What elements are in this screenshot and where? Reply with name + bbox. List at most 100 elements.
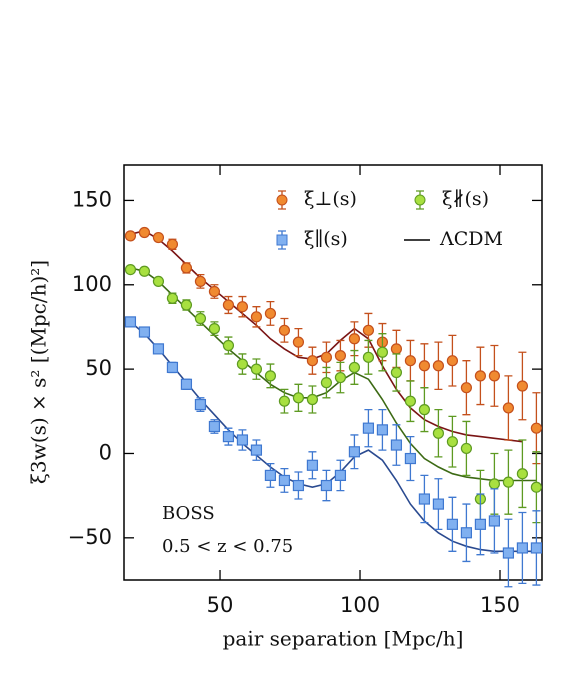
data-point	[236, 434, 249, 446]
data-point	[320, 479, 333, 492]
legend-label: ΛCDM	[439, 228, 503, 250]
data-point	[418, 404, 431, 416]
data-point	[320, 351, 333, 363]
data-point	[376, 424, 389, 436]
data-point	[390, 439, 403, 451]
model-line	[129, 321, 537, 553]
data-point	[488, 478, 501, 490]
data-point	[152, 275, 165, 288]
legend-marker	[414, 194, 426, 206]
data-point	[320, 377, 333, 389]
data-point	[194, 398, 207, 411]
data-point	[516, 542, 529, 554]
data-point	[292, 392, 305, 404]
data-point	[138, 226, 151, 239]
data-point	[334, 350, 347, 362]
data-point	[306, 355, 319, 367]
data-point	[404, 395, 417, 407]
legend-marker	[276, 194, 288, 206]
data-point	[208, 323, 221, 335]
data-point	[250, 311, 263, 323]
data-point	[516, 380, 529, 392]
legend-label: ξ∥(s)	[304, 228, 348, 250]
data-point	[530, 542, 543, 554]
data-point	[446, 436, 459, 448]
y-axis-label: ξ3w(s) × s² [(Mpc/h)²]	[27, 260, 51, 484]
data-point	[152, 231, 165, 244]
data-point	[180, 378, 193, 390]
data-point	[502, 476, 515, 488]
data-point	[488, 515, 501, 527]
data-point	[516, 468, 529, 480]
data-point	[166, 292, 179, 304]
data-point	[460, 527, 473, 539]
data-point	[306, 393, 319, 406]
data-point	[362, 324, 375, 336]
data-point	[292, 336, 305, 348]
data-point	[152, 343, 165, 355]
legend-marker	[276, 234, 288, 246]
data-point	[460, 382, 473, 394]
data-point	[334, 469, 347, 482]
data-point	[446, 518, 459, 530]
legend-label: ξ⊥(s)	[304, 188, 357, 210]
y-tick-label: −50	[68, 525, 112, 549]
data-point	[432, 498, 445, 510]
data-point	[306, 459, 319, 471]
data-point	[278, 474, 291, 487]
data-point	[432, 360, 445, 372]
data-point	[222, 431, 235, 443]
data-point	[474, 518, 487, 530]
data-point	[404, 355, 417, 367]
data-point	[264, 469, 277, 482]
data-point	[502, 547, 515, 559]
data-point	[432, 427, 445, 439]
legend-label: ξ∦(s)	[442, 188, 489, 210]
data-point	[180, 262, 193, 274]
x-tick-label: 150	[480, 593, 520, 617]
legend: ξ⊥(s) ξ∦(s) ξ∥(s) ΛCDM	[276, 188, 503, 250]
annotation: 0.5 < z < 0.75	[162, 536, 293, 557]
data-point	[194, 275, 207, 288]
data-point	[166, 238, 179, 250]
x-tick-label: 50	[207, 593, 234, 617]
data-point	[236, 301, 249, 313]
data-point	[348, 446, 361, 458]
data-point	[362, 422, 375, 434]
data-point	[530, 422, 543, 434]
data-point	[278, 395, 291, 407]
data-point	[460, 442, 473, 455]
data-point	[488, 370, 501, 382]
y-tick-label: 0	[99, 440, 112, 464]
data-point	[404, 452, 417, 465]
y-tick-label: 150	[72, 187, 112, 211]
x-tick-label: 100	[340, 593, 380, 617]
data-point	[250, 444, 263, 456]
data-point	[292, 479, 305, 492]
data-point	[530, 481, 543, 493]
data-point	[348, 361, 361, 374]
data-point	[264, 307, 277, 320]
data-point	[236, 358, 249, 370]
data-point	[348, 333, 361, 345]
x-axis-label: pair separation [Mpc/h]	[223, 627, 464, 651]
data-point	[418, 493, 431, 505]
data-point	[124, 263, 137, 276]
data-point	[250, 363, 263, 375]
data-point	[166, 361, 179, 374]
data-point	[222, 299, 235, 311]
data-point	[376, 346, 389, 358]
data-point	[362, 351, 375, 363]
data-point	[390, 343, 403, 355]
data-point	[278, 324, 291, 336]
data-point	[264, 370, 277, 382]
data-point	[446, 355, 459, 367]
data-point	[124, 316, 137, 328]
data-point	[194, 312, 207, 325]
data-point	[418, 360, 431, 372]
y-tick-label: 50	[85, 356, 112, 380]
data-point	[222, 339, 235, 352]
y-tick-label: 100	[72, 272, 112, 296]
data-point	[208, 285, 221, 298]
